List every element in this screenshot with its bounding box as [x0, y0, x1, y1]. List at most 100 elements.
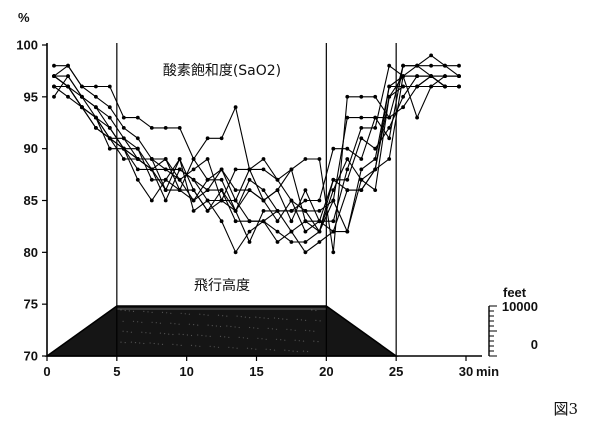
labels-layer: % min 酸素飽和度(SaO2) 飛行高度 feet [18, 10, 527, 379]
x-tick-label: 0 [43, 364, 50, 379]
altitude-texture-dot [226, 315, 228, 317]
altitude-area [44, 305, 399, 357]
altitude-texture-dot [207, 314, 209, 316]
altitude-texture-dot [255, 316, 257, 318]
saturation-data-point [387, 63, 392, 68]
altitude-texture-dot [199, 313, 201, 315]
saturation-data-point [331, 146, 336, 151]
y-tick-label: 80 [24, 245, 38, 260]
saturation-data-point [401, 74, 405, 78]
saturation-data-point [205, 136, 210, 141]
saturation-data-point [219, 198, 224, 203]
saturation-data-point [415, 84, 419, 89]
altitude-texture-dot [236, 315, 238, 317]
altitude-texture-dot [130, 331, 132, 333]
saturation-data-point [415, 63, 419, 68]
altitude-texture-dot [251, 348, 253, 350]
saturation-data-point [94, 105, 98, 110]
altitude-texture-dot [244, 316, 246, 318]
saturation-data-point [121, 157, 126, 161]
saturation-data-point [247, 240, 252, 244]
saturation-data-point [457, 84, 461, 89]
altitude-texture-dot [286, 328, 288, 330]
altitude-texture-dot [305, 329, 307, 331]
altitude-texture-dot [273, 349, 276, 351]
saturation-data-point [66, 94, 70, 99]
altitude-texture-dot [141, 331, 143, 333]
saturation-data-point [359, 167, 364, 172]
saturation-data-point [289, 229, 294, 234]
saturation-data-point [415, 74, 419, 78]
saturation-data-point [345, 177, 350, 182]
altitude-texture-dot [278, 317, 280, 320]
altitude-texture-dot [197, 334, 199, 336]
saturation-data-point [219, 177, 224, 182]
saturation-data-point [317, 240, 322, 244]
altitude-texture-dot [282, 318, 284, 320]
altitude-texture-dot [172, 333, 174, 336]
altitude-texture-dot [188, 313, 190, 315]
saturation-data-point [345, 157, 350, 161]
saturation-data-point [429, 84, 433, 89]
x-tick-label: 10 [179, 364, 193, 379]
saturation-data-point [247, 188, 252, 193]
x-tick-label: 30 [459, 364, 473, 379]
altitude-texture-dot [207, 324, 209, 326]
saturation-data-point [387, 84, 392, 89]
saturation-data-point [373, 146, 378, 151]
y-axis-label: % [18, 10, 30, 25]
saturation-data-point [94, 126, 98, 130]
altitude-texture-dot [182, 333, 184, 336]
altitude-texture-dot [126, 331, 128, 333]
altitude-texture-dot [190, 334, 193, 337]
x-tick-label: 15 [249, 364, 263, 379]
altitude-texture-dot [199, 345, 201, 347]
altitude-texture-dot [286, 318, 288, 320]
saturation-data-point [443, 74, 447, 78]
saturation-data-point [373, 157, 378, 161]
altitude-texture-dot [222, 315, 224, 317]
altitude-texture-dot [242, 337, 244, 339]
altitude-texture-dot [143, 310, 145, 312]
saturation-data-point [94, 115, 98, 120]
saturation-data-point [135, 157, 140, 161]
saturation-series-line [53, 75, 459, 233]
saturation-data-point [66, 63, 70, 68]
saturation-data-point [233, 219, 238, 224]
saturation-data-point [387, 94, 392, 99]
saturation-data-point [177, 157, 182, 161]
saturation-data-point [261, 209, 266, 213]
saturation-data-point [261, 157, 266, 161]
saturation-data-point [233, 167, 238, 172]
y-tick-label: 90 [24, 141, 38, 156]
saturation-data-point [373, 94, 378, 99]
altitude-texture-dot [213, 346, 215, 348]
altitude-texture-dot [197, 324, 199, 326]
altitude-texture-dot [166, 312, 168, 314]
saturation-data-point [303, 188, 308, 193]
saturation-data-point [345, 115, 350, 120]
altitude-texture-dot [219, 335, 222, 337]
saturation-data-point [177, 188, 182, 193]
altitude-texture-dot [124, 342, 126, 344]
altitude-texture-dot [122, 330, 124, 332]
saturation-data-point [289, 167, 294, 172]
altitude-texture-dot [257, 327, 259, 329]
saturation-data-point [107, 105, 112, 110]
altitude-texture-dot [132, 310, 135, 312]
altitude-texture-dot [143, 342, 145, 345]
axes-layer: 70 75 80 85 90 95 100 0 5 10 15 20 25 30 10000 0 [16, 38, 538, 380]
saturation-data-point [317, 219, 322, 224]
altitude-texture-dot [161, 343, 164, 345]
altitude-unit-label: feet [503, 285, 527, 300]
saturation-data-point [331, 198, 336, 203]
saturation-data-point [303, 229, 308, 234]
saturation-data-point [373, 115, 378, 120]
saturation-data-point [52, 94, 56, 99]
altitude-texture-dot [290, 329, 292, 331]
altitude-texture-dot [188, 323, 190, 325]
altitude-texture-dot [195, 345, 197, 347]
saturation-data-point [107, 84, 112, 89]
altitude-texture-dot [209, 335, 211, 337]
altitude-texture-dot [249, 317, 251, 319]
